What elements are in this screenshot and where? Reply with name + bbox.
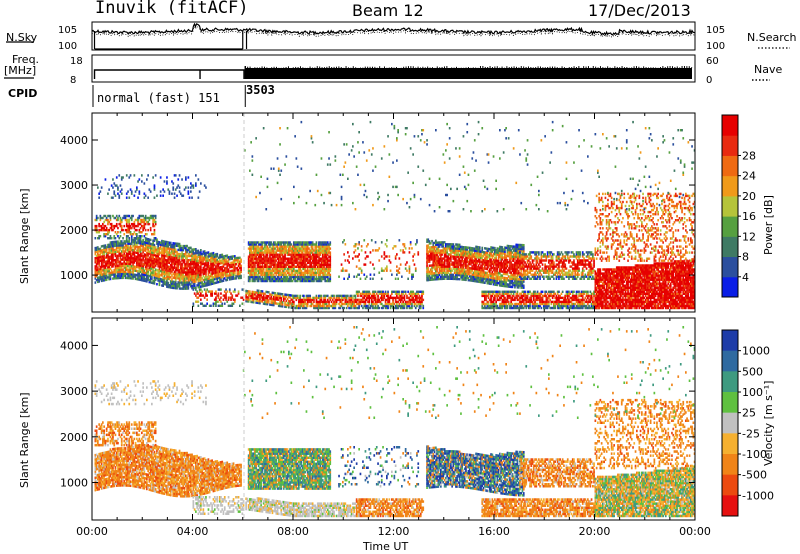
noise-tick-left: 105 [58,25,77,36]
xtick-label: 00:00 [679,525,711,538]
freq-panel-frame [91,54,696,83]
power-heatmap-cells [94,120,696,310]
nsky-series [91,22,696,36]
power-colorbar-swatch [722,155,738,177]
cpid-segment-2: 3503 [246,83,275,97]
power-colorbar-tick: 20 [742,190,756,203]
power-colorbar-tick: 24 [742,170,756,183]
velocity-colorbar-swatch [722,433,738,455]
power-heatmap-ytick-label: 3000 [60,179,88,192]
power-ylabel: Slant Range [km] [18,188,31,284]
velocity-colorbar-label: Velocity [m s⁻¹] [762,380,775,466]
date-title: 17/Dec/2013 [588,1,691,20]
velocity-colorbar-tick: 100 [742,386,763,399]
velocity-colorbar-swatch [722,350,738,372]
velocity-colorbar-swatch [722,454,738,476]
noise-panel-frame [91,21,696,51]
velocity-colorbar-tick: -500 [742,469,767,482]
velocity-colorbar-tick: 1000 [742,345,770,358]
velocity-ylabel: Slant Range [km] [18,392,31,488]
nave-tick-right: 0 [706,75,712,86]
nave-tick-right: 60 [706,56,719,67]
power-colorbar-swatch [722,135,738,156]
power-heatmap-ytick-label: 2000 [60,224,88,237]
velocity-colorbar-tick: -1000 [742,489,774,502]
xtick-label: 12:00 [378,525,410,538]
station-title: Inuvik (fitACF) [95,0,249,18]
power-colorbar-tick: 4 [742,271,749,284]
power-colorbar-swatch [722,195,738,217]
noise-tick-right: 100 [706,41,725,52]
nsky-label: N.Sky [6,31,38,44]
cpid-label: CPID [8,87,38,100]
cpid-row [92,85,246,107]
power-heatmap-ytick-label: 1000 [60,269,88,282]
velocity-colorbar-swatch [722,392,738,414]
velocity-colorbar-tick: 500 [742,365,763,378]
power-colorbar-label: Power [dB] [762,195,775,255]
freq-tick-left: 18 [70,56,83,67]
freq-unit-label: [MHz] [4,64,37,77]
power-colorbar-swatch [722,236,738,258]
velocity-colorbar-tick: 25 [742,407,756,420]
xlabel: Time UT [363,540,409,553]
velocity-colorbar: 1000 500 100 25 -25 -100 -500 -1000 [721,329,774,517]
velocity-heatmap-cells [94,326,696,518]
nsearch-series [91,25,696,38]
velocity-colorbar-swatch [722,412,738,434]
xtick-label: 20:00 [579,525,611,538]
power-colorbar-swatch [722,276,738,298]
power-colorbar-tick: 28 [742,149,756,162]
power-colorbar-tick: 8 [742,251,749,264]
velocity-colorbar-tick: -100 [742,448,767,461]
freq-series [93,69,245,79]
noise-dropout [93,31,248,50]
xtick-label: 16:00 [478,525,510,538]
cpid-segment-1: normal (fast) 151 [97,91,220,105]
xtick-label: 00:00 [76,525,108,538]
velocity-colorbar-swatch [722,495,738,517]
power-colorbar-swatch [722,256,738,278]
freq-tick-left: 8 [70,75,76,86]
nsearch-label: N.Search [747,31,797,44]
power-colorbar: 4 8 12 16 20 24 28 [721,114,756,298]
nave-label: Nave [754,63,783,76]
power-colorbar-swatch [722,115,738,136]
beam-title: Beam 12 [352,1,424,20]
power-colorbar-tick: 16 [742,210,756,223]
power-colorbar-swatch [722,175,738,197]
noise-tick-left: 100 [58,41,77,52]
velocity-colorbar-swatch [722,371,738,393]
velocity-colorbar-swatch [722,474,738,496]
velocity-colorbar-swatch [722,330,738,352]
velocity-heatmap-ytick-label: 2000 [60,431,88,444]
velocity-heatmap-ytick-label: 3000 [60,385,88,398]
freq-label: Freq. [12,53,40,66]
xtick-label: 04:00 [177,525,209,538]
power-heatmap-ytick-label: 4000 [60,134,88,147]
power-colorbar-tick: 12 [742,230,756,243]
power-colorbar-swatch [722,216,738,237]
noise-tick-right: 105 [706,25,725,36]
xtick-label: 08:00 [277,525,309,538]
nave-series [244,66,693,79]
velocity-heatmap-ytick-label: 4000 [60,339,88,352]
velocity-colorbar-tick: -25 [742,427,760,440]
velocity-heatmap-ytick-label: 1000 [60,477,88,490]
